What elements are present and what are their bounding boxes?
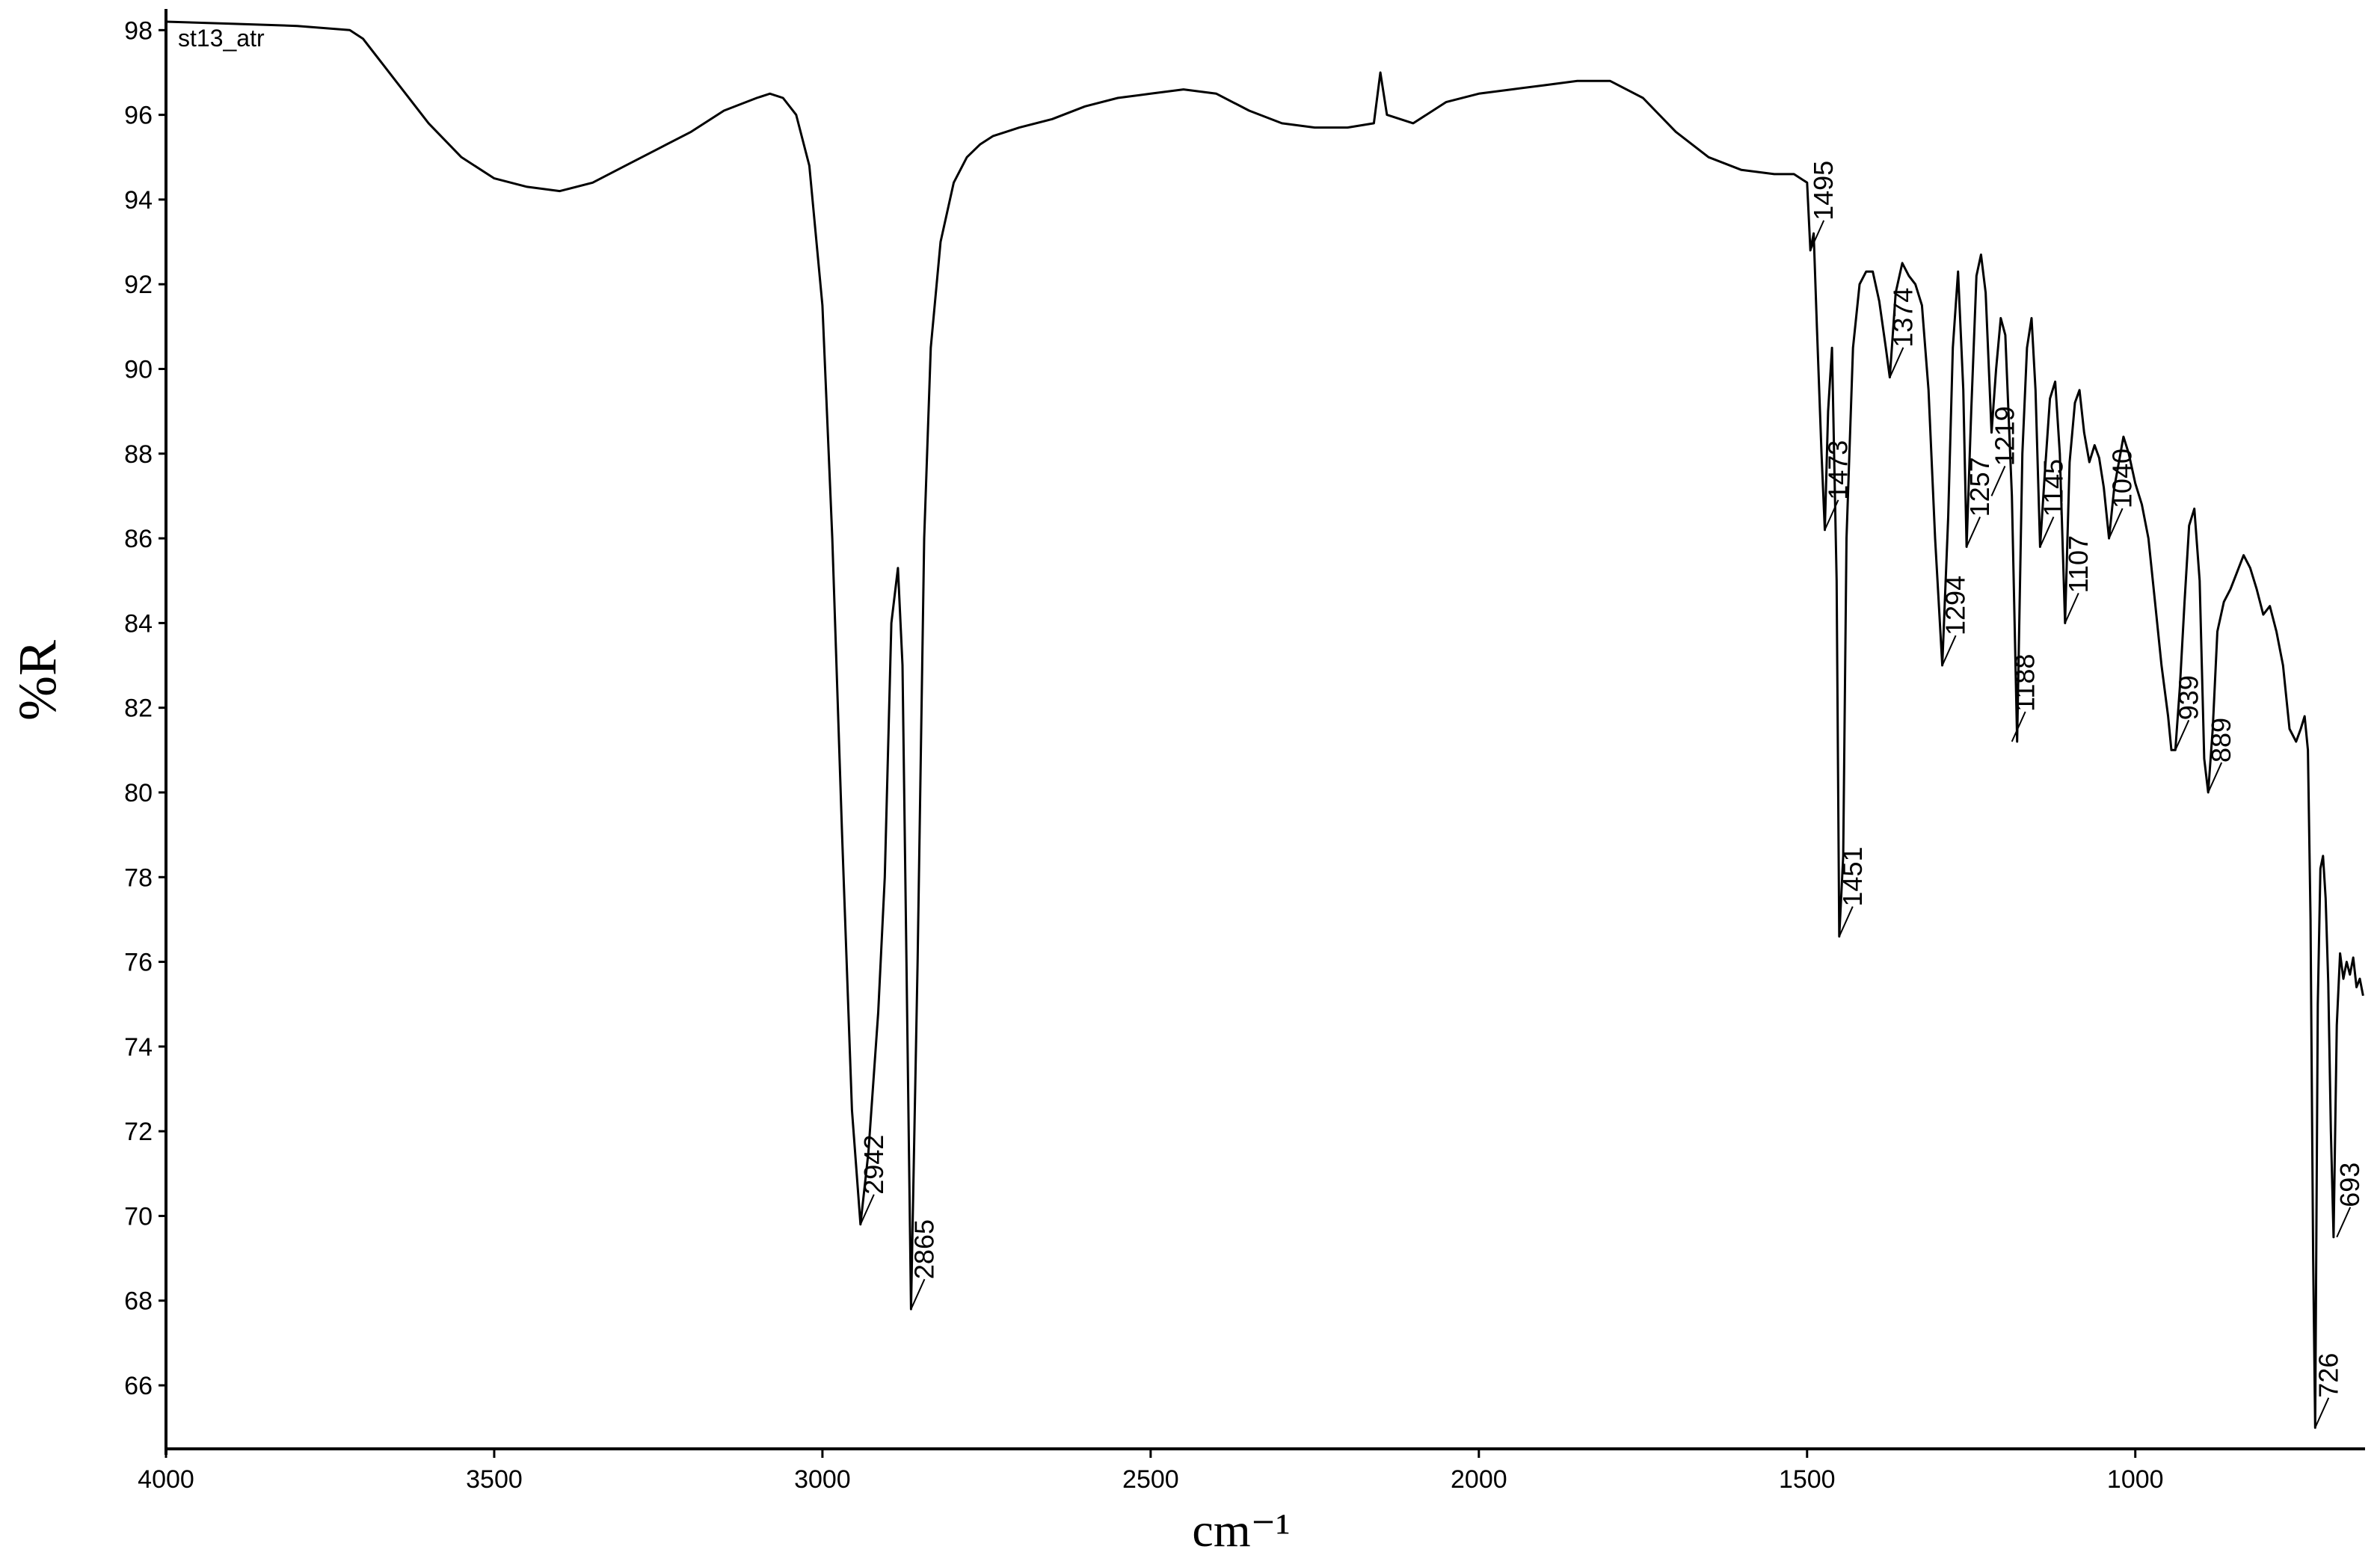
x-tick-label: 3500 bbox=[466, 1465, 523, 1494]
peak-label: 2865 bbox=[908, 1219, 939, 1279]
peak-label: 1374 bbox=[1887, 288, 1918, 348]
peak-leader-line bbox=[2174, 719, 2190, 751]
peak-leader-line bbox=[910, 1278, 926, 1310]
y-tick-label: 74 bbox=[124, 1033, 153, 1062]
y-tick-label: 94 bbox=[124, 186, 153, 215]
y-tick-label: 96 bbox=[124, 102, 153, 130]
x-axis: 4000 3500 3000 2500 2000 1500 1000 bbox=[138, 1449, 2164, 1494]
peak-leader-line bbox=[859, 1194, 875, 1225]
peak-label: 1219 bbox=[1990, 406, 2020, 466]
peak-label: 889 bbox=[2206, 718, 2236, 763]
y-tick-label: 76 bbox=[124, 949, 153, 977]
y-tick-label: 72 bbox=[124, 1118, 153, 1146]
peak-label: 1040 bbox=[2107, 449, 2138, 508]
peak-leader-line bbox=[2011, 711, 2026, 742]
y-tick-label: 98 bbox=[124, 16, 153, 45]
peak-leader-line bbox=[1889, 347, 1904, 378]
y-tick-label: 82 bbox=[124, 695, 153, 723]
peak-label: 1294 bbox=[1940, 576, 1971, 635]
x-tick-label: 3000 bbox=[794, 1465, 851, 1494]
peak-label: 1107 bbox=[2063, 535, 2094, 593]
peak-leader-line bbox=[1941, 635, 1957, 666]
peak-leader-line bbox=[2314, 1397, 2330, 1429]
y-tick-label: 88 bbox=[124, 440, 153, 469]
peak-label: 1495 bbox=[1808, 161, 1839, 221]
peak-label: 2942 bbox=[858, 1135, 889, 1195]
y-tick-label: 66 bbox=[124, 1372, 153, 1400]
y-tick-label: 86 bbox=[124, 525, 153, 553]
x-tick-label: 1000 bbox=[2107, 1465, 2164, 1494]
peak-leader-line bbox=[1990, 466, 2006, 496]
peak-label: 726 bbox=[2313, 1353, 2343, 1398]
x-tick-label: 2000 bbox=[1451, 1465, 1507, 1494]
y-tick-label: 78 bbox=[124, 863, 153, 892]
peak-label: 1145 bbox=[2038, 459, 2068, 517]
y-tick-label: 68 bbox=[124, 1287, 153, 1316]
y-tick-label: 70 bbox=[124, 1202, 153, 1231]
peak-leader-line bbox=[1824, 499, 1839, 531]
peak-leader-line bbox=[2108, 508, 2124, 539]
peak-label: 1188 bbox=[2010, 654, 2041, 712]
peak-leader-line bbox=[2039, 517, 2055, 547]
peak-leader-line bbox=[1838, 906, 1854, 937]
y-tick-label: 84 bbox=[124, 609, 153, 638]
peak-leader-line bbox=[2207, 762, 2223, 793]
x-tick-label: 1500 bbox=[1779, 1465, 1836, 1494]
peak-label: 1473 bbox=[1823, 440, 1854, 500]
spectrum-line bbox=[165, 20, 2364, 1429]
x-tick-label: 4000 bbox=[138, 1465, 194, 1494]
peak-label: 693 bbox=[2334, 1163, 2365, 1207]
peak-leader-line bbox=[2336, 1207, 2352, 1238]
x-tick-label: 2500 bbox=[1122, 1465, 1179, 1494]
y-tick-label: 92 bbox=[124, 271, 153, 299]
peak-leader-line bbox=[1966, 517, 1981, 547]
peak-label: 939 bbox=[2173, 675, 2204, 720]
sample-label: st13_atr bbox=[178, 25, 265, 52]
peak-leader-line bbox=[2064, 592, 2079, 624]
y-tick-label: 90 bbox=[124, 356, 153, 384]
y-axis: 66 68 70 72 74 76 78 80 82 84 86 88 90 92 94 96 98 bbox=[124, 16, 166, 1400]
plot-frame bbox=[164, 9, 2365, 1455]
y-tick-label: 80 bbox=[124, 779, 153, 807]
x-axis-title: cm⁻¹ bbox=[1192, 1503, 1290, 1557]
peak-leader-line bbox=[1809, 220, 1825, 251]
peak-label: 1451 bbox=[1837, 847, 1868, 907]
y-axis-title: %R bbox=[7, 640, 67, 721]
peak-label: 1257 bbox=[1964, 457, 1995, 517]
series-layer bbox=[165, 20, 2364, 1429]
